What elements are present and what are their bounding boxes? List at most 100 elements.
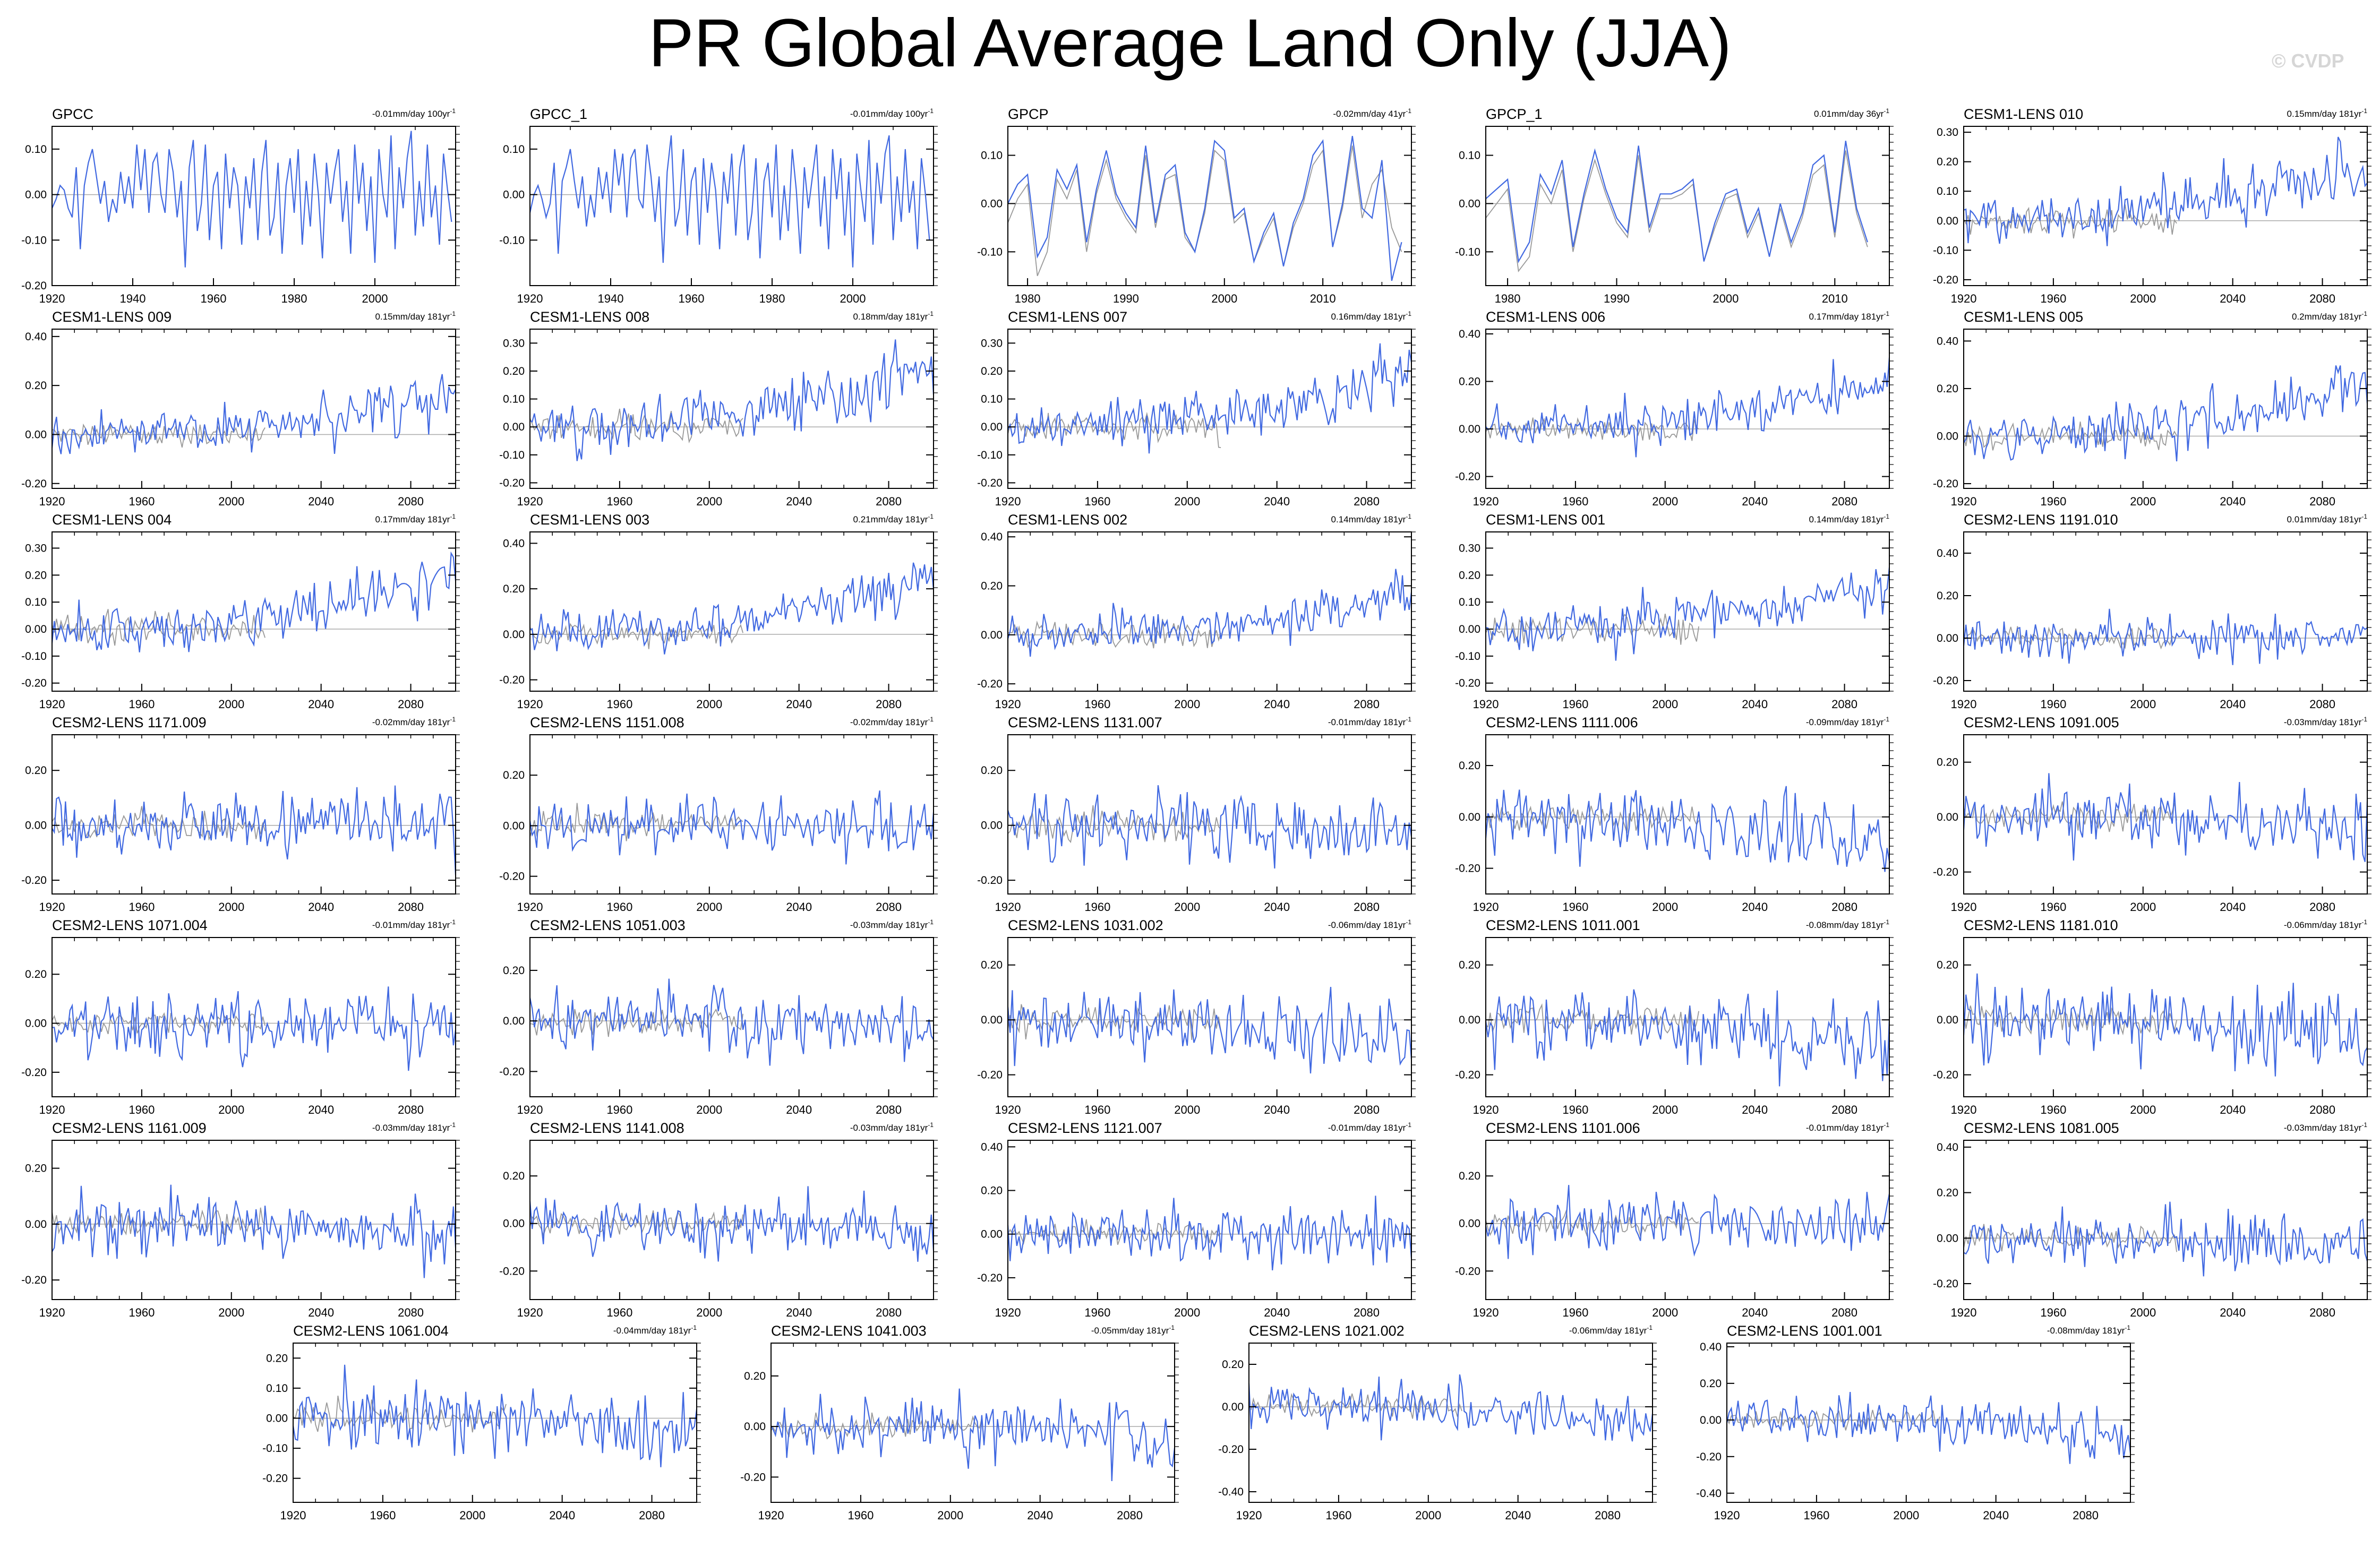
x-tick-label: 2080 bbox=[2309, 292, 2335, 305]
panel-title: CESM1-LENS 008 bbox=[530, 309, 649, 325]
chart-panel: CESM2-LENS 1101.006 -0.01mm/day 181yr-1 19… bbox=[1455, 1120, 1894, 1319]
x-tick-label: 1920 bbox=[39, 292, 65, 305]
x-tick-label: 1960 bbox=[129, 495, 155, 508]
model-series-line bbox=[51, 374, 456, 454]
y-tick-label: 0.00 bbox=[503, 421, 525, 433]
y-tick-label: -0.20 bbox=[499, 1265, 525, 1277]
chart-panel: CESM1-LENS 010 0.15mm/day 181yr-1 1920 1960… bbox=[1933, 106, 2372, 305]
x-tick-label: 1920 bbox=[517, 1306, 543, 1319]
x-tick-label: 1960 bbox=[1562, 698, 1588, 711]
model-series-line bbox=[1248, 1374, 1654, 1442]
y-tick-label: 0.20 bbox=[981, 1185, 1003, 1197]
plot-frame bbox=[1963, 531, 2368, 692]
trend-label: 0.2mm/day 181yr-1 bbox=[2292, 310, 2367, 322]
x-tick-label: 2080 bbox=[1831, 900, 1857, 914]
x-tick-label: 1960 bbox=[1084, 1306, 1110, 1319]
chart-panel: CESM2-LENS 1021.002 -0.06mm/day 181yr-1 19… bbox=[1218, 1323, 1657, 1522]
x-tick-label: 1920 bbox=[995, 1103, 1021, 1116]
y-tick-label: -0.20 bbox=[499, 674, 525, 686]
chart-panel: CESM2-LENS 1011.001 -0.08mm/day 181yr-1 19… bbox=[1455, 917, 1894, 1116]
chart-panel: CESM1-LENS 001 0.14mm/day 181yr-1 1920 1960… bbox=[1455, 512, 1894, 711]
panel-title: CESM2-LENS 1091.005 bbox=[1964, 715, 2119, 730]
x-tick-label: 2080 bbox=[876, 1306, 902, 1319]
x-tick-label: 2040 bbox=[308, 1103, 334, 1116]
chart-panel: CESM1-LENS 003 0.21mm/day 181yr-1 1920 1960… bbox=[499, 512, 938, 711]
panel-title: CESM2-LENS 1191.010 bbox=[1964, 512, 2118, 528]
x-tick-label: 2080 bbox=[2073, 1509, 2099, 1522]
y-tick-label: -0.20 bbox=[1933, 866, 1958, 879]
y-tick-label: 0.20 bbox=[503, 1170, 525, 1182]
observed-series-line bbox=[1007, 1004, 1221, 1040]
x-tick-label: 2010 bbox=[1822, 292, 1848, 305]
x-tick-label: 1960 bbox=[1325, 1509, 1351, 1522]
trend-label: -0.02mm/day 41yr-1 bbox=[1333, 107, 1411, 119]
x-tick-label: 2040 bbox=[2220, 495, 2246, 508]
x-tick-label: 2080 bbox=[2309, 495, 2335, 508]
watermark: © CVDP bbox=[2272, 50, 2344, 72]
x-tick-label: 1920 bbox=[1951, 495, 1977, 508]
y-tick-label: 0.00 bbox=[1459, 1014, 1480, 1026]
plot-frame bbox=[52, 734, 456, 895]
x-tick-label: 2040 bbox=[1505, 1509, 1531, 1522]
chart-panel: CESM2-LENS 1171.009 -0.02mm/day 181yr-1 19… bbox=[21, 715, 460, 914]
panel-title: CESM2-LENS 1041.003 bbox=[771, 1323, 927, 1339]
y-tick-label: -0.40 bbox=[1696, 1487, 1722, 1500]
y-tick-label: 0.00 bbox=[981, 629, 1003, 641]
x-tick-label: 2080 bbox=[1354, 495, 1380, 508]
x-tick-label: 1960 bbox=[606, 1306, 632, 1319]
x-tick-label: 2000 bbox=[1174, 1103, 1200, 1116]
y-tick-label: 0.10 bbox=[503, 143, 525, 156]
plot-frame bbox=[529, 126, 934, 286]
y-tick-label: -0.20 bbox=[262, 1473, 288, 1485]
x-tick-label: 1920 bbox=[517, 698, 543, 711]
model-series-line bbox=[529, 135, 930, 268]
x-tick-label: 2080 bbox=[398, 698, 424, 711]
y-tick-label: -0.20 bbox=[1455, 1069, 1480, 1081]
y-tick-label: 0.00 bbox=[1937, 1014, 1958, 1026]
y-tick-label: -0.20 bbox=[977, 477, 1003, 489]
observed-series-line bbox=[52, 806, 266, 841]
x-tick-label: 2000 bbox=[218, 900, 244, 914]
y-tick-label: 0.20 bbox=[1937, 756, 1958, 769]
trend-label: 0.17mm/day 181yr-1 bbox=[375, 513, 456, 524]
x-tick-label: 1980 bbox=[1495, 292, 1521, 305]
chart-panel: CESM1-LENS 005 0.2mm/day 181yr-1 1920 1960 2… bbox=[1933, 309, 2372, 508]
y-tick-label: -0.20 bbox=[499, 1065, 525, 1078]
chart-panel: CESM2-LENS 1181.010 -0.06mm/day 181yr-1 19… bbox=[1933, 917, 2372, 1116]
chart-panel: CESM1-LENS 007 0.16mm/day 181yr-1 1920 1960… bbox=[977, 309, 1416, 508]
y-tick-label: 0.20 bbox=[981, 365, 1003, 377]
y-tick-label: 0.00 bbox=[266, 1413, 288, 1425]
chart-panel: CESM2-LENS 1071.004 -0.01mm/day 181yr-1 19… bbox=[21, 917, 460, 1116]
x-tick-label: 2000 bbox=[1211, 292, 1237, 305]
x-tick-label: 1960 bbox=[370, 1509, 396, 1522]
x-tick-label: 2000 bbox=[1174, 698, 1200, 711]
x-tick-label: 1920 bbox=[995, 1306, 1021, 1319]
observed-series-line bbox=[1726, 1409, 1940, 1431]
plot-frame bbox=[1726, 1343, 2131, 1503]
model-series-line bbox=[529, 1186, 935, 1262]
x-tick-label: 2040 bbox=[2220, 292, 2246, 305]
y-tick-label: -0.20 bbox=[977, 678, 1003, 690]
plot-frame bbox=[1963, 1140, 2368, 1300]
plot-frame bbox=[52, 126, 456, 286]
panel-title: CESM2-LENS 1021.002 bbox=[1249, 1323, 1405, 1339]
y-tick-label: -0.20 bbox=[1455, 863, 1480, 875]
model-series-line bbox=[1485, 357, 1890, 458]
y-tick-label: -0.20 bbox=[977, 1069, 1003, 1081]
y-tick-label: 0.20 bbox=[25, 968, 47, 981]
x-tick-label: 1960 bbox=[1084, 698, 1110, 711]
y-tick-label: 0.00 bbox=[1937, 215, 1958, 227]
panel-title: CESM1-LENS 002 bbox=[1008, 512, 1127, 528]
model-series-line bbox=[529, 339, 935, 461]
y-tick-label: 0.40 bbox=[25, 331, 47, 343]
x-tick-label: 1920 bbox=[1951, 292, 1977, 305]
x-tick-label: 2000 bbox=[218, 698, 244, 711]
panel-title: GPCC_1 bbox=[530, 106, 587, 122]
plot-frame bbox=[1007, 1140, 1412, 1300]
x-tick-label: 1920 bbox=[39, 698, 65, 711]
y-tick-label: 0.20 bbox=[25, 764, 47, 777]
observed-series-line bbox=[1485, 1210, 1699, 1237]
panel-title: CESM1-LENS 007 bbox=[1008, 309, 1127, 325]
y-tick-label: -0.10 bbox=[977, 246, 1003, 258]
